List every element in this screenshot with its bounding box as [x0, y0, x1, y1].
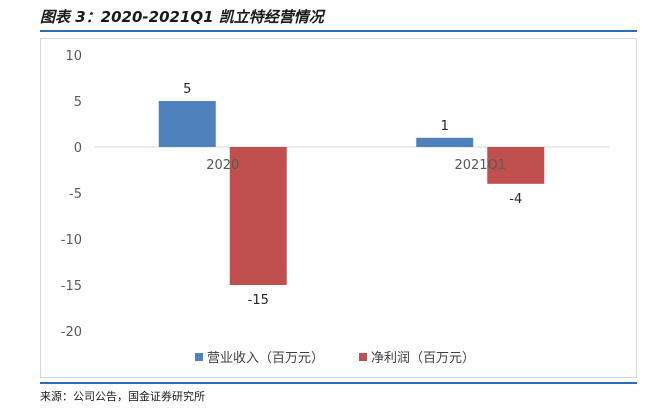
source-note: 来源：公司公告，国金证券研究所	[40, 390, 205, 403]
chart-frame	[40, 38, 637, 378]
data-labels: 5 1 -15 -4	[183, 82, 522, 308]
category-label-0: 2020	[206, 158, 239, 173]
figure-title: 图表 3：2020-2021Q1 凯立特经营情况	[40, 8, 324, 26]
y-tick-label-5: -15	[61, 279, 82, 294]
bars	[158, 101, 545, 285]
y-tick-label-4: -10	[61, 233, 82, 248]
title-rule	[40, 30, 637, 32]
legend-swatch-0	[195, 353, 203, 361]
category-label-1: 2021Q1	[454, 158, 506, 173]
category-labels: 2020 2021Q1	[206, 158, 506, 173]
data-label-s0-c1: 1	[441, 119, 449, 134]
data-label-s1-c1: -4	[509, 192, 522, 207]
legend-label-0: 营业收入（百万元）	[207, 351, 324, 366]
legend-label-1: 净利润（百万元）	[371, 351, 475, 366]
data-label-s1-c0: -15	[248, 293, 269, 308]
y-tick-label-3: -5	[69, 187, 82, 202]
source-rule	[40, 382, 637, 384]
bar-s1-c1	[487, 147, 545, 184]
y-axis-ticks: 10 5 0 -5 -10 -15 -20	[61, 49, 82, 340]
y-tick-label-6: -20	[61, 325, 82, 340]
legend-swatch-1	[359, 353, 367, 361]
bar-s0-c1	[416, 137, 474, 147]
data-label-s0-c0: 5	[183, 82, 191, 97]
legend: 营业收入（百万元） 净利润（百万元）	[195, 351, 475, 366]
bar-s1-c0	[229, 147, 287, 285]
bar-s0-c0	[158, 101, 216, 147]
y-tick-label-1: 5	[74, 95, 82, 110]
y-tick-label-2: 0	[74, 141, 82, 156]
y-tick-label-0: 10	[65, 49, 82, 64]
